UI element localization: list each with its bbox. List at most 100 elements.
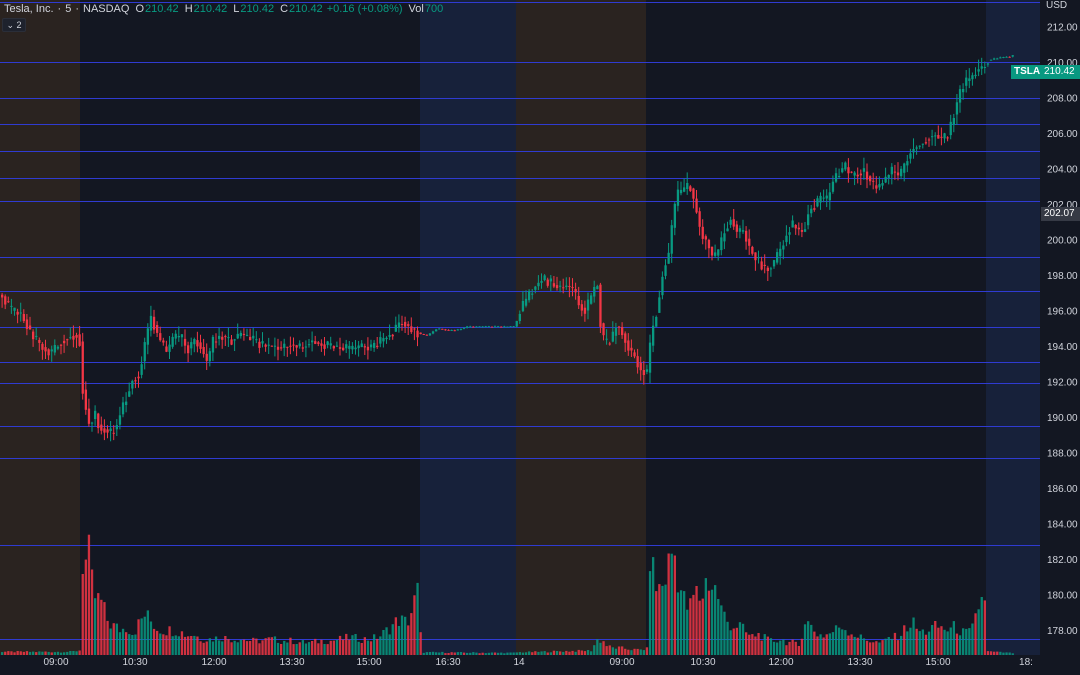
volume-bar (614, 648, 618, 655)
candle-body (590, 295, 593, 304)
candle-body (323, 344, 326, 349)
legend-interval[interactable]: 5 (65, 3, 72, 15)
volume-bar (289, 637, 292, 655)
candle-body (698, 211, 701, 227)
collapse-indicators-button[interactable]: ⌄ 2 (2, 18, 26, 32)
volume-bar (633, 648, 636, 655)
candle-body (35, 335, 38, 337)
volume-bar (751, 634, 754, 655)
candle-body (174, 333, 177, 339)
candle-body (828, 192, 831, 201)
volume-bar (729, 630, 732, 655)
volume-bar (580, 650, 583, 655)
candle-body (617, 326, 621, 328)
volume-bar (177, 636, 180, 655)
volume-bar (94, 598, 97, 655)
x-tick-label: 10:30 (690, 657, 715, 668)
candle-body (707, 239, 711, 249)
volume-bar (782, 639, 785, 655)
candle-body (729, 219, 732, 225)
candle-body (831, 181, 835, 192)
candle-body (825, 195, 828, 199)
volume-bar (683, 591, 686, 655)
candle-body (1011, 55, 1014, 57)
candle-body (652, 325, 655, 346)
legend-open-key: O (135, 3, 145, 15)
candle-body (701, 226, 704, 239)
volume-bar (267, 637, 270, 655)
candle-body (196, 340, 199, 347)
candle-body (999, 57, 1002, 59)
candle-body (413, 328, 416, 330)
volume-bar (921, 629, 924, 655)
candle-body (332, 346, 335, 349)
candle-body (410, 326, 413, 333)
volume-bar (583, 651, 587, 655)
volume-bar (28, 651, 32, 655)
legend-high-key: H (184, 3, 193, 15)
volume-bar (72, 651, 75, 655)
volume-bar (351, 635, 354, 655)
x-tick-label: 15:00 (925, 657, 950, 668)
candle-body (1005, 56, 1008, 58)
volume-bar (869, 642, 872, 655)
volume-bar (258, 643, 261, 655)
volume-bar (772, 641, 776, 655)
candle-body (304, 346, 308, 348)
volume-bar (757, 633, 760, 655)
volume-bar (137, 619, 140, 655)
candle-body (670, 225, 673, 254)
candle-body (751, 246, 754, 254)
candle-body (766, 267, 769, 271)
volume-bar (214, 636, 218, 655)
candle-body (422, 334, 425, 335)
candle-body (642, 370, 645, 375)
candle-body (534, 286, 537, 290)
candle-body (683, 187, 686, 192)
volume-bar (590, 651, 593, 655)
volume-bar (980, 597, 983, 655)
volume-bar (679, 590, 683, 655)
candle-body (221, 336, 224, 340)
volume-bar (416, 582, 419, 655)
candle-body (490, 326, 494, 328)
volume-bar (242, 639, 246, 655)
candle-body (903, 163, 906, 173)
candle-body (605, 338, 608, 340)
volume-bar (270, 637, 273, 655)
candle-body (596, 286, 599, 290)
candle-body (264, 344, 267, 347)
candle-body (168, 344, 171, 352)
candle-body (819, 195, 822, 203)
volume-bar (366, 640, 370, 655)
volume-bar (670, 553, 673, 655)
volume-bar (797, 646, 800, 655)
y-tick-label: 208.00 (1047, 94, 1078, 105)
legend-symbol[interactable]: Tesla, Inc. (4, 3, 54, 15)
volume-bar (283, 640, 286, 655)
candle-body (202, 347, 205, 355)
candle-body (453, 330, 456, 332)
candle-body (648, 342, 652, 373)
candle-body (1008, 56, 1011, 58)
volume-bar (410, 613, 413, 655)
volume-bar (487, 652, 490, 655)
candle-body (348, 345, 351, 349)
volume-bar (428, 652, 432, 655)
y-tick-label: 192.00 (1047, 378, 1078, 389)
volume-bar (320, 639, 323, 655)
candle-body (549, 278, 552, 282)
y-tick-label: 186.00 (1047, 484, 1078, 495)
volume-bar (996, 651, 999, 655)
volume-bar (816, 636, 819, 655)
x-tick-label: 13:30 (847, 657, 872, 668)
candle-body (543, 275, 546, 281)
volume-bar (345, 633, 348, 655)
volume-bar (53, 652, 56, 655)
candle-body (289, 345, 292, 347)
candle-body (763, 264, 766, 266)
volume-bar (183, 636, 187, 655)
candle-body (236, 333, 239, 339)
candle-body (345, 344, 348, 349)
